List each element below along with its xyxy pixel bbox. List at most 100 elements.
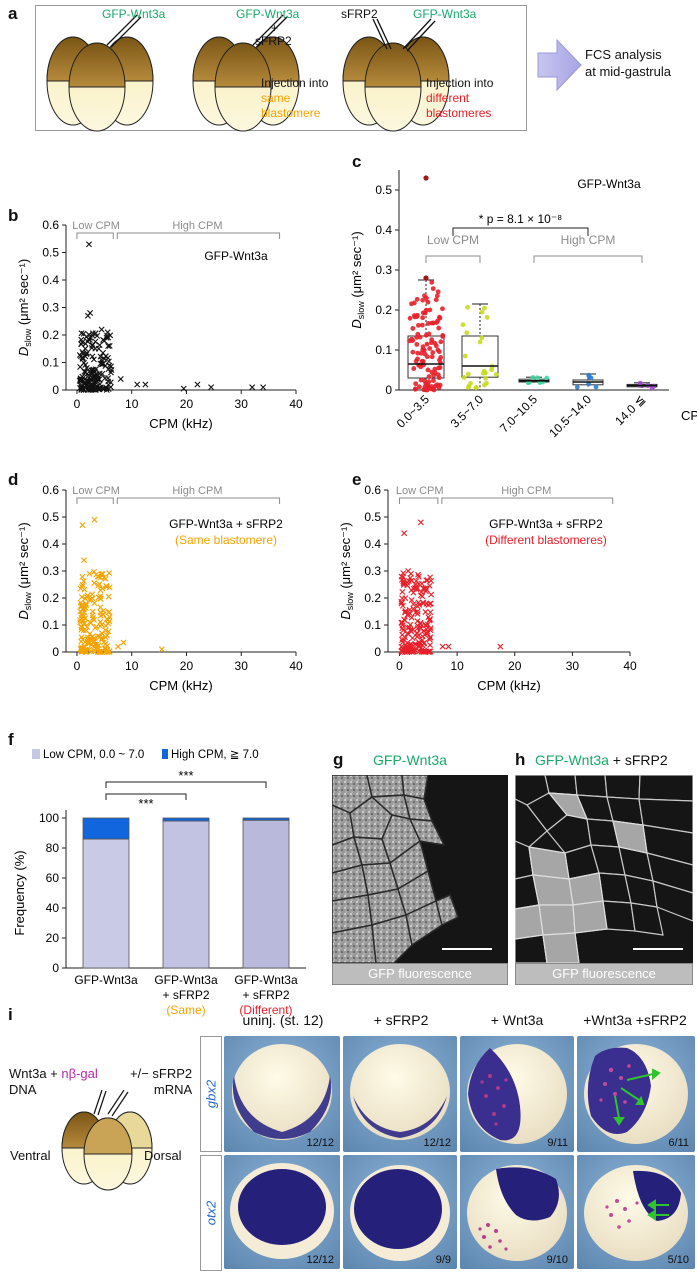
y-tick-label: 0.1 [375,343,392,357]
panel-a-frame [35,5,527,131]
scatter-point [180,385,187,392]
scatter-point [399,588,406,595]
data-point [473,385,479,391]
panel-h-title-sfrp: + sFRP2 [608,752,668,768]
scatter-point [497,643,504,650]
high-cpm-bracket [116,497,281,504]
data-point [430,350,436,355]
x-tick-label: 3.5~7.0 [448,392,487,431]
count-otx2-sfrp2: 9/9 [435,1254,451,1266]
y-tick-label: 0.2 [364,591,381,605]
scatter-point [406,646,413,653]
chart-d-scatter: 0 0.1 0.2 0.3 0.4 0.5 0.6 0 10 20 30 40 CPM (kHz) Dsl… [16,483,303,693]
count-gbx2-uninj: 12/12 [306,1137,334,1149]
scatter-point [99,635,106,642]
bar-low [242,819,290,969]
scatter-point [445,643,452,650]
scatter-point [88,377,95,384]
chart-title: GFP-Wnt3a + sFRP2 [489,517,603,531]
scatter-point [98,361,105,368]
chart-title: GFP-Wnt3a [577,177,641,191]
scatter-point [104,616,111,623]
scatter-point [78,383,85,390]
panel-a-fcs-text: FCS analysis at mid-gastrula [585,46,671,80]
scatter-point [98,326,105,333]
data-point [414,334,420,340]
data-point [411,300,417,306]
scatter-point [97,595,104,602]
data-point [460,322,466,328]
scatter-point [78,638,85,645]
scatter-point [90,356,97,363]
scatter-point [99,571,106,578]
x-tick-label: 10.5~14.0 [546,392,594,440]
scatter-point [408,628,415,635]
scatter-point [106,608,113,615]
panel-a-same-text: Injection into same blastomere [261,76,328,121]
scatter-point [85,331,92,338]
bar-low [162,820,210,969]
bar-high [162,817,210,822]
scatter-point [105,334,112,341]
y-tick-label: 40 [46,901,60,915]
data-point [415,350,421,356]
panel-letter-e: e [352,470,362,489]
x-tick-label: 0 [74,659,81,673]
scatter-point [78,594,85,600]
data-point [423,307,429,313]
scatter-point [107,369,114,376]
scatter-point [86,337,93,344]
scatter-point [104,329,111,336]
scatter-point [398,648,405,655]
scatter-point [415,571,422,578]
data-point [424,341,430,347]
x-tick-label: 40 [289,659,303,673]
y-tick-label: 0.6 [42,218,59,232]
x-tick-label: GFP-Wnt3a [234,973,298,987]
fcs-line2: at mid-gastrula [585,64,671,79]
scatter-point [158,646,165,653]
scatter-point [410,647,417,654]
scatter-point [78,611,85,618]
y-tick-label: 0.3 [364,564,381,578]
scatter-point [79,581,86,588]
y-tick-label: 0.4 [375,223,392,237]
data-point [435,289,441,295]
x-tick-label: 10 [450,659,464,673]
low-cpm-bracket [76,497,114,504]
panel-i-grid: uninj. (st. 12) + sFRP2 + Wnt3a +Wnt3a +… [200,1010,697,1272]
micrograph-g-cells [332,775,492,963]
x-axis-label: CPM (kHz) [149,678,213,693]
scatter-point [89,633,96,640]
chart-subtitle: (Same blastomere) [175,533,277,547]
scatter-point [120,639,127,646]
row-label-otx2: otx2 [203,1200,219,1226]
data-point [418,377,424,383]
scatter-point [142,381,149,388]
data-point [427,307,433,313]
data-point [436,349,442,355]
panel-a-label-plus: + [271,21,279,35]
bar-low [82,838,130,969]
scatter-point [415,632,422,639]
panel-letter-c: c [352,152,362,171]
x-tick-label: 40 [289,397,303,411]
scatter-point [79,573,86,580]
y-axis-label: Dslow (μm² sec⁻¹) [349,231,366,328]
inj-same-line1: Injection into [261,76,329,90]
high-cpm-label: High CPM [561,233,616,247]
data-point [418,350,424,356]
data-point [425,367,431,373]
data-point [436,365,441,371]
panel-letter-d: d [8,470,19,489]
count-otx2-uninj: 12/12 [306,1254,334,1266]
chart-b-scatter: 0 0.1 0.2 0.3 0.4 0.5 0.6 0 10 20 30 40 CPM (kHz) Dsl… [16,218,303,431]
y-tick-label: 0.5 [42,246,59,260]
x-tick-label: 40 [623,659,637,673]
data-point [423,332,429,338]
scatter-point [81,557,88,564]
scatter-point [406,606,413,613]
scatter-point [87,369,94,376]
scatter-point [105,343,112,349]
low-cpm-label: Low CPM [72,220,120,232]
